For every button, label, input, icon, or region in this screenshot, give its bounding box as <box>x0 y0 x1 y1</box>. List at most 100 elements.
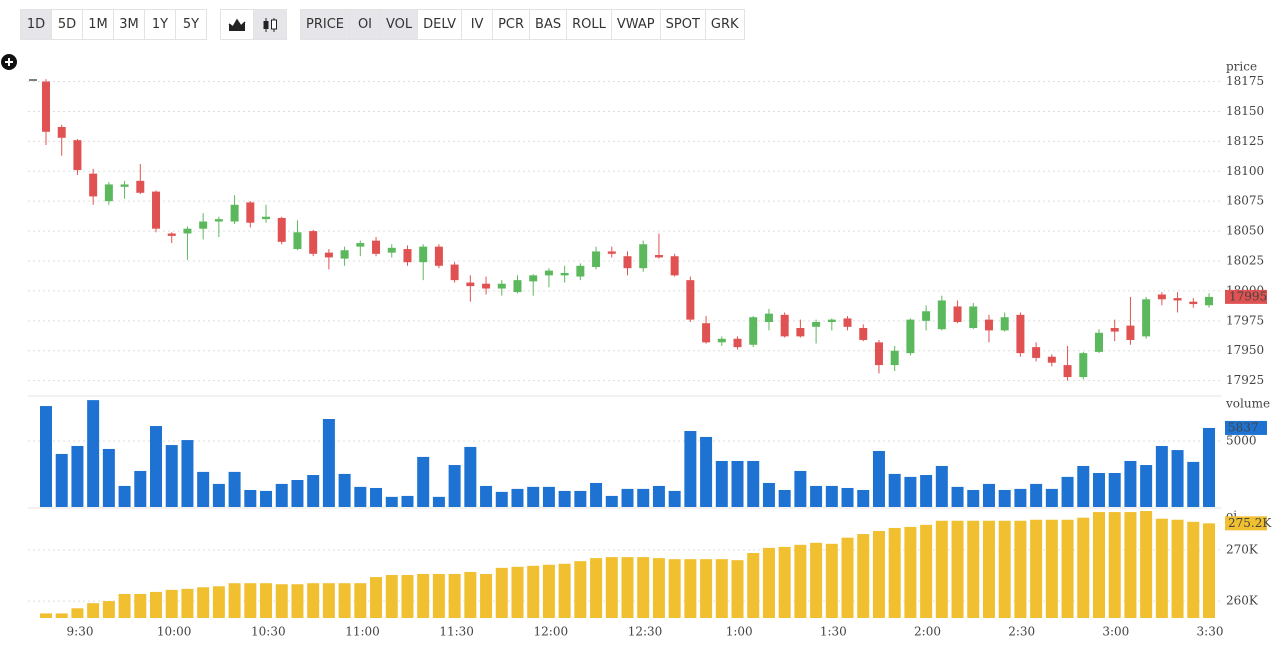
bar <box>951 486 964 507</box>
candle-body <box>419 246 428 263</box>
bar <box>888 527 901 618</box>
toolbar-button[interactable]: 5Y <box>175 9 207 40</box>
bar <box>291 480 304 507</box>
toolbar-button[interactable]: IV <box>461 9 494 40</box>
bar <box>794 470 807 507</box>
area-style-button[interactable] <box>220 9 254 40</box>
bar <box>1014 520 1027 618</box>
x-tick-label: 12:30 <box>628 625 663 639</box>
candle-body <box>529 275 538 282</box>
bar <box>260 583 273 618</box>
toolbar-button[interactable]: GRK <box>704 9 745 40</box>
bar <box>825 543 838 618</box>
bar <box>307 583 320 618</box>
candle-body <box>654 255 663 258</box>
bar <box>1124 512 1137 618</box>
add-button[interactable] <box>1 54 17 70</box>
bar <box>621 557 634 618</box>
candle-body <box>57 127 66 138</box>
bar <box>747 460 760 507</box>
bar <box>637 488 650 507</box>
bar <box>605 557 618 618</box>
last-price-box <box>1225 289 1267 304</box>
candle-body <box>906 319 915 354</box>
y-tick-label: 17925 <box>1226 373 1264 387</box>
bar <box>967 489 980 507</box>
toolbar-button[interactable]: PRICE <box>300 9 350 40</box>
bar <box>668 559 681 618</box>
toolbar-button[interactable]: 1D <box>20 9 52 40</box>
y-tick-label: 5000 <box>1226 434 1257 448</box>
bar <box>574 561 587 618</box>
bar <box>1061 519 1074 618</box>
bar <box>1140 465 1153 507</box>
candle-body <box>277 217 286 242</box>
toolbar-button[interactable]: 5D <box>51 9 83 40</box>
candle-body <box>104 184 113 202</box>
bar <box>464 571 477 618</box>
bar <box>71 608 84 618</box>
candle-body <box>1110 328 1119 332</box>
toolbar-button[interactable]: VWAP <box>610 9 661 40</box>
candle-body <box>749 317 758 345</box>
candle-body <box>1189 301 1198 305</box>
candle-body <box>1079 353 1088 378</box>
candle-body <box>450 264 459 281</box>
bar <box>87 400 100 507</box>
bar <box>401 495 414 507</box>
bar <box>417 573 430 618</box>
toolbar-button[interactable]: 1Y <box>144 9 176 40</box>
candle-body <box>309 231 318 254</box>
bar <box>354 486 367 507</box>
area-icon <box>228 18 246 31</box>
bar <box>857 489 870 507</box>
candle-body <box>152 191 161 229</box>
candle-body <box>874 342 883 366</box>
bar <box>244 583 257 618</box>
bar <box>40 406 52 507</box>
toolbar-button[interactable]: BAS <box>529 9 568 40</box>
y-tick-label: 260K <box>1226 594 1259 608</box>
toolbar-button[interactable]: ROLL <box>566 9 612 40</box>
bar <box>495 491 508 507</box>
candle-body <box>937 300 946 330</box>
candlestick-style-button[interactable] <box>253 9 287 40</box>
bar <box>1155 518 1168 618</box>
bar <box>1155 445 1168 507</box>
bar <box>527 565 540 618</box>
candle-body <box>513 280 522 293</box>
bar <box>338 473 351 507</box>
bar <box>134 470 147 507</box>
toolbar-button[interactable]: VOL <box>380 9 419 40</box>
bar <box>920 475 933 507</box>
toolbar-button[interactable]: 1M <box>82 9 114 40</box>
bar <box>134 593 147 618</box>
bar <box>118 485 131 507</box>
bar <box>1124 460 1137 507</box>
bar <box>637 557 650 618</box>
bar <box>197 471 210 507</box>
candle-body <box>262 216 271 220</box>
bar <box>401 575 414 618</box>
bar <box>417 456 430 507</box>
bar <box>322 583 335 618</box>
bar <box>982 520 995 618</box>
bar <box>1187 521 1200 618</box>
candle-body <box>1205 296 1213 306</box>
candle-body <box>1157 294 1166 300</box>
bar <box>1203 523 1215 618</box>
bar <box>700 559 713 618</box>
candle-body <box>434 246 443 266</box>
x-tick-label: 11:30 <box>439 625 474 639</box>
candle-body <box>497 283 506 289</box>
bar <box>480 485 493 507</box>
toolbar-button[interactable]: DELV <box>417 9 463 40</box>
candle-body <box>246 202 255 223</box>
candle-body <box>42 81 50 132</box>
candle-body <box>576 265 585 277</box>
y-tick-label: 18150 <box>1226 104 1264 118</box>
bar <box>448 465 461 507</box>
bar <box>322 419 335 507</box>
candle-body <box>780 314 789 337</box>
